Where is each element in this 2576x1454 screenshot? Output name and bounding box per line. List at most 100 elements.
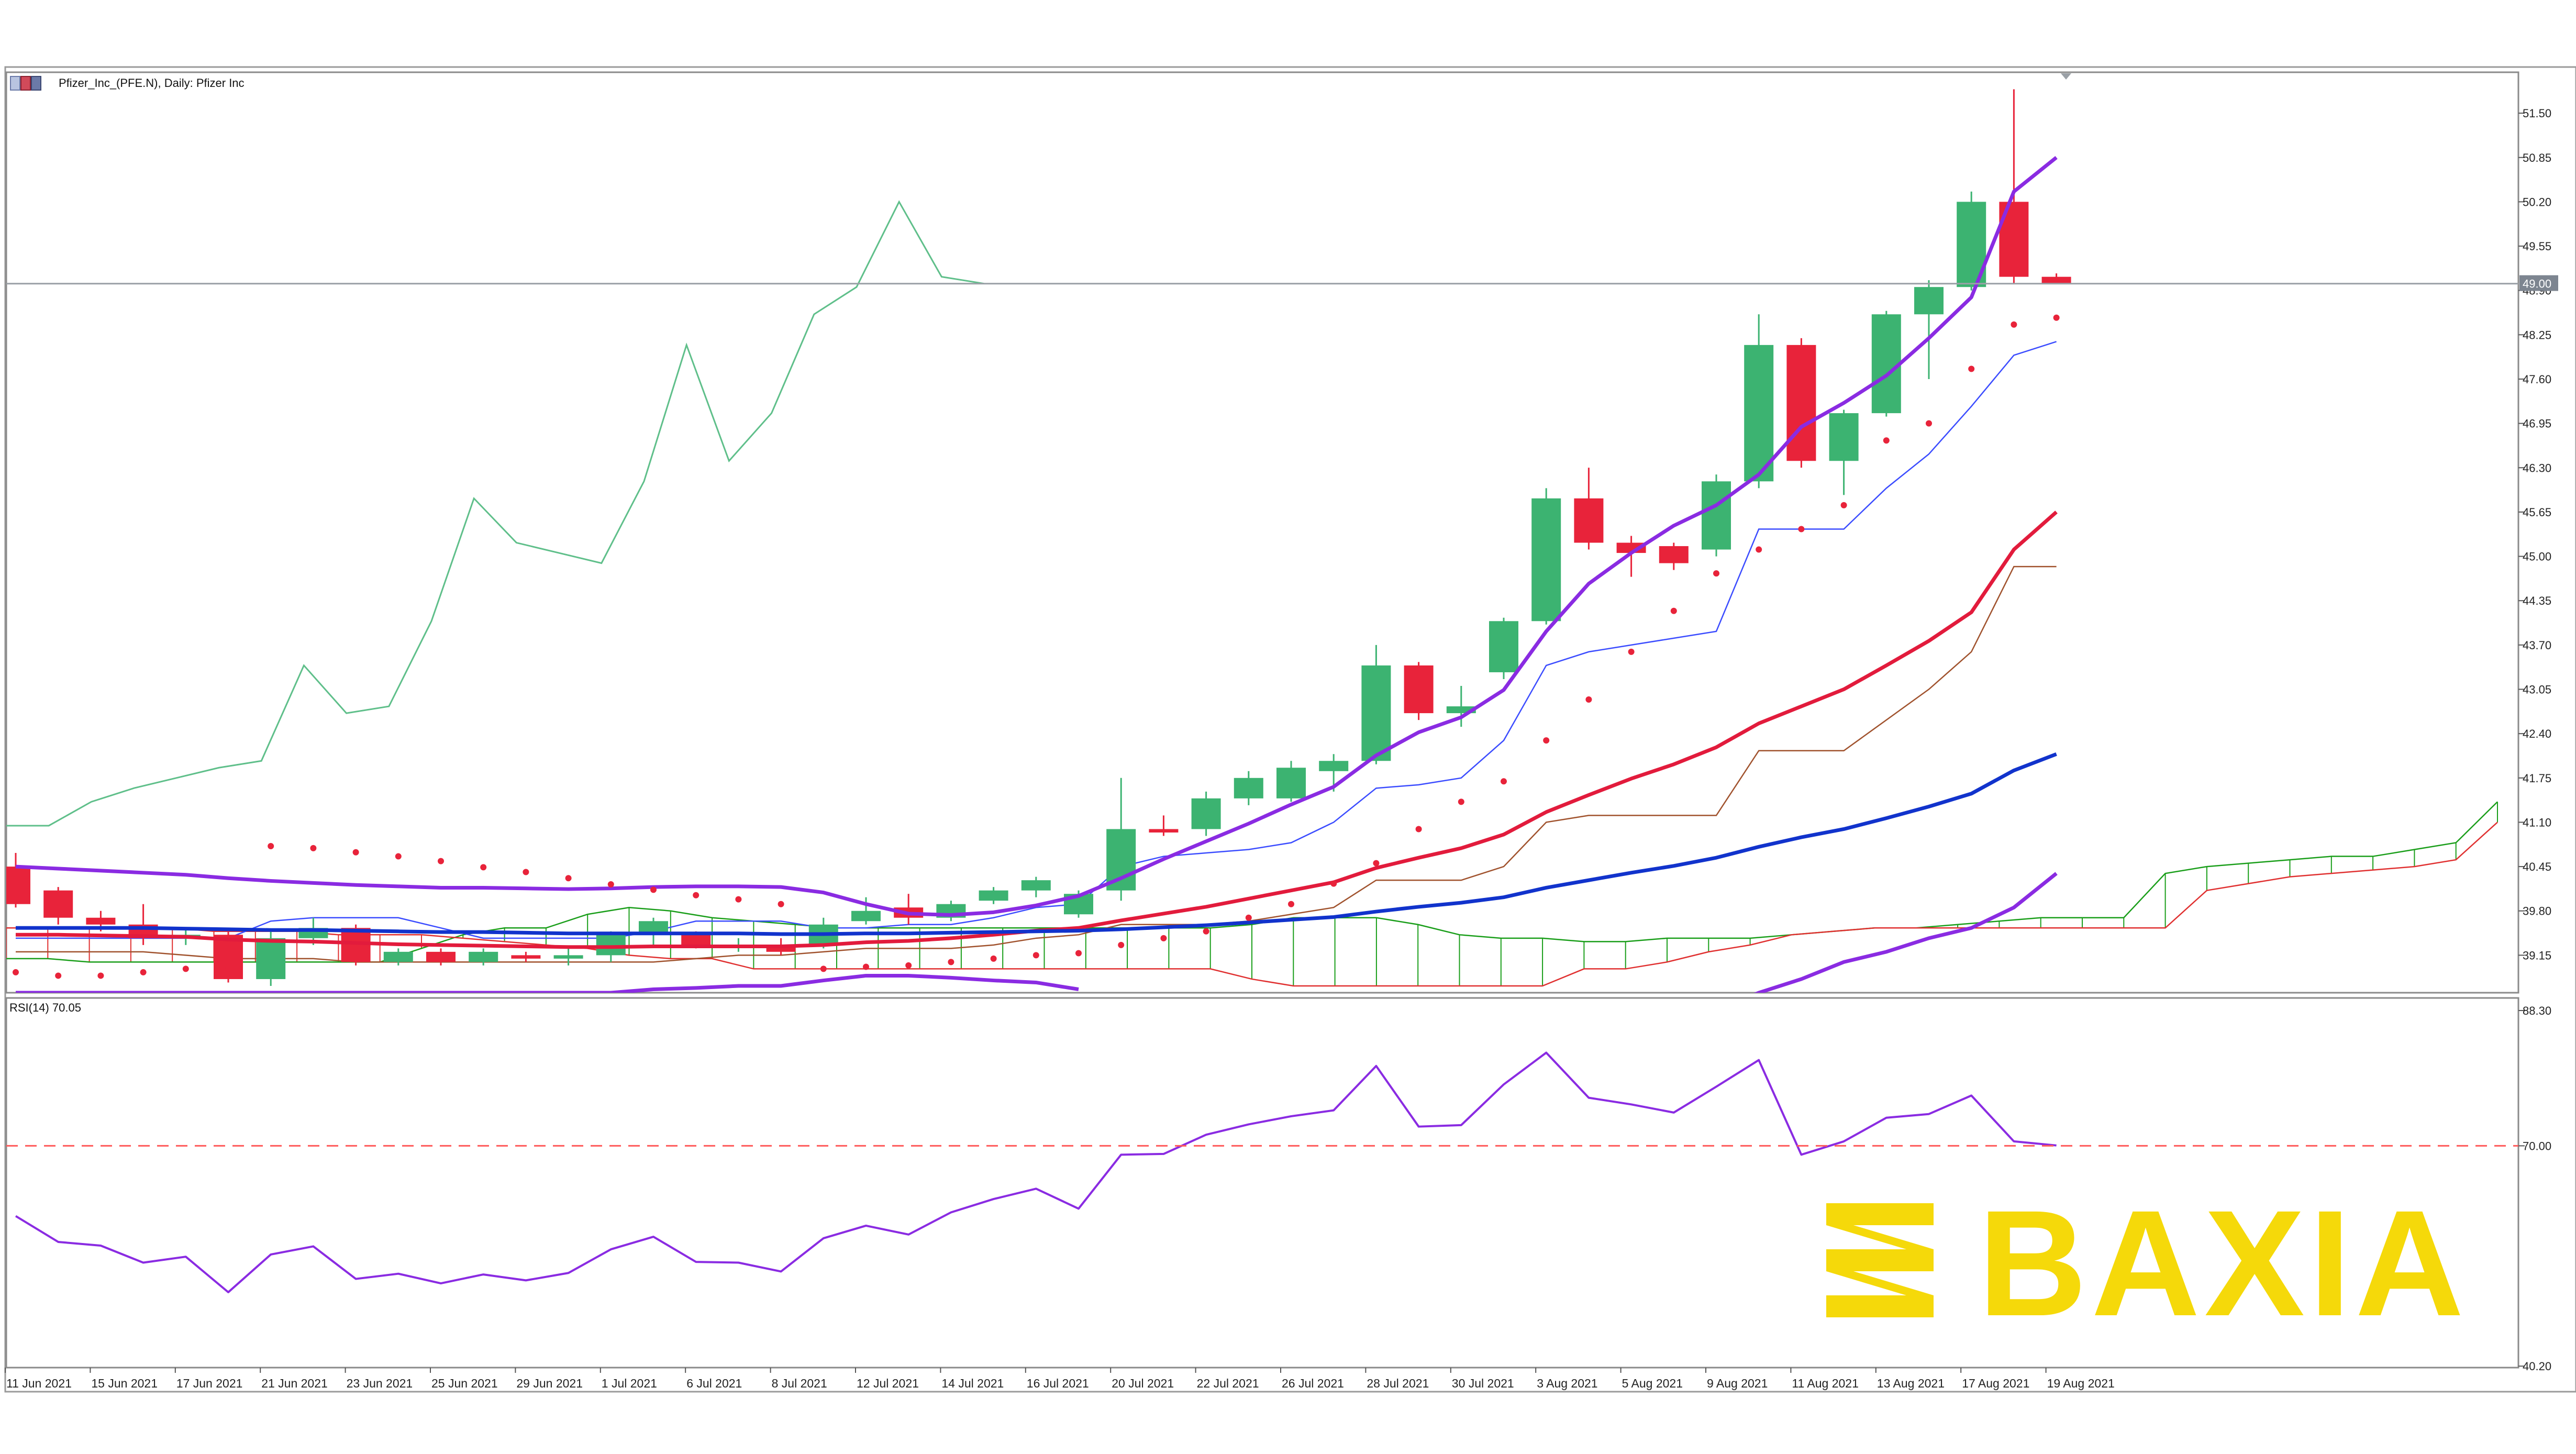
candle-body [1574, 498, 1604, 543]
candle-body [1786, 345, 1816, 461]
time-tick-label: 11 Aug 2021 [1792, 1377, 1858, 1390]
current-price-label: 49.00 [2523, 278, 2551, 291]
candle-body [1744, 345, 1774, 482]
psar-dot [1373, 860, 1380, 867]
rsi-tick-label: 70.00 [2523, 1139, 2551, 1152]
time-tick-label: 25 Jun 2021 [431, 1377, 498, 1390]
psar-dot [140, 969, 147, 975]
rsi-line [15, 1051, 2057, 1293]
price-tick-label: 46.30 [2523, 461, 2551, 474]
time-tick-label: 6 Jul 2021 [686, 1377, 742, 1390]
candle-body [979, 890, 1008, 901]
psar-dot [2011, 321, 2017, 328]
candle-body [469, 951, 498, 962]
psar-dot [565, 875, 572, 882]
time-tick-label: 21 Jun 2021 [261, 1377, 328, 1390]
psar-dot [352, 849, 359, 856]
time-tick-label: 28 Jul 2021 [1367, 1377, 1429, 1390]
price-tick-label: 43.70 [2523, 639, 2551, 652]
psar-dot [225, 965, 231, 972]
psar-dot [1756, 546, 1762, 553]
time-tick-label: 13 Aug 2021 [1877, 1377, 1945, 1390]
time-tick-label: 23 Jun 2021 [347, 1377, 413, 1390]
candle-body [1829, 413, 1859, 461]
time-tick-label: 5 Aug 2021 [1622, 1377, 1683, 1390]
lagging-span-line [6, 200, 984, 827]
psar-dot [97, 972, 104, 979]
price-tick-label: 42.40 [2523, 727, 2551, 740]
time-tick-label: 16 Jul 2021 [1027, 1377, 1089, 1390]
candle-body [1276, 768, 1306, 798]
candle-body [1234, 778, 1263, 798]
price-tick-label: 50.20 [2523, 195, 2551, 208]
time-tick-label: 22 Jul 2021 [1197, 1377, 1259, 1390]
time-tick-label: 15 Jun 2021 [91, 1377, 158, 1390]
psar-dot [13, 969, 19, 975]
price-panel-border [5, 71, 2519, 994]
psar-dot [1458, 798, 1464, 805]
time-tick-label: 8 Jul 2021 [772, 1377, 827, 1390]
psar-dot [905, 962, 912, 969]
candle-body [596, 935, 626, 956]
price-tick-label: 45.00 [2523, 550, 2551, 563]
psar-dot [1883, 437, 1890, 444]
candle-body [2041, 276, 2071, 284]
candle-body [426, 951, 456, 962]
psar-dot [607, 881, 614, 887]
psar-dot [1543, 737, 1550, 744]
psar-dot [990, 955, 997, 962]
symbol-icon [10, 76, 20, 91]
psar-dot [438, 858, 444, 864]
psar-dot [1713, 570, 1719, 577]
moving-average-ema_slow [16, 752, 2057, 936]
price-tick-label: 40.45 [2523, 860, 2551, 873]
time-tick-label: 11 Jun 2021 [6, 1377, 72, 1390]
psar-dot [948, 959, 954, 965]
psar-dot [1288, 901, 1294, 907]
time-tick-label: 12 Jul 2021 [857, 1377, 919, 1390]
rsi-tick-label: 88.30 [2523, 1004, 2551, 1017]
candle-body [681, 935, 711, 945]
psar-dot [1032, 952, 1039, 959]
price-tick-label: 50.85 [2523, 151, 2551, 164]
rsi-series [15, 1051, 2057, 1293]
parabolic-sar [13, 314, 2060, 979]
psar-dot [735, 896, 742, 903]
psar-dot [2053, 314, 2060, 321]
candle-body [1659, 546, 1689, 563]
psar-dot [1585, 696, 1592, 703]
psar-dot [1628, 648, 1635, 655]
chart-title: Pfizer_Inc_(PFE.N), Daily: Pfizer Inc [59, 76, 245, 90]
time-tick-label: 17 Jun 2021 [176, 1377, 243, 1390]
psar-dot [480, 864, 487, 871]
psar-dot [693, 892, 699, 898]
candle-body [383, 951, 413, 962]
psar-dot [1670, 607, 1677, 614]
candle-body [1531, 498, 1561, 621]
chart-title-area: Pfizer_Inc_(PFE.N), Daily: Pfizer Inc [10, 76, 245, 91]
candle-body [1489, 621, 1518, 672]
baxia-logo-text: BAXIA [1978, 1179, 2468, 1348]
psar-dot [1075, 950, 1082, 957]
psar-dot [55, 972, 62, 979]
shift-marker-icon [2061, 73, 2071, 80]
baxia-logo: BAXIA [1826, 1179, 2468, 1348]
time-tick-label: 20 Jul 2021 [1112, 1377, 1174, 1390]
cloud-span-a [6, 801, 2498, 963]
candle-body [553, 955, 583, 959]
candlestick-series [6, 89, 2071, 986]
time-tick-label: 17 Aug 2021 [1962, 1377, 2029, 1390]
candle-body [1021, 880, 1051, 891]
price-axis: 51.5050.8550.2049.5548.9048.2547.6046.95… [6, 107, 2558, 1373]
candle-body [256, 938, 286, 979]
price-tick-label: 43.05 [2523, 683, 2551, 696]
rsi-label: RSI(14) 70.05 [9, 1001, 81, 1014]
moving-average-shifted-early [16, 973, 1079, 993]
rsi-panel-border [5, 997, 2519, 1369]
psar-dot [650, 886, 657, 893]
psar-dot [820, 965, 827, 972]
candle-body [1319, 761, 1349, 771]
psar-dot [863, 963, 869, 970]
